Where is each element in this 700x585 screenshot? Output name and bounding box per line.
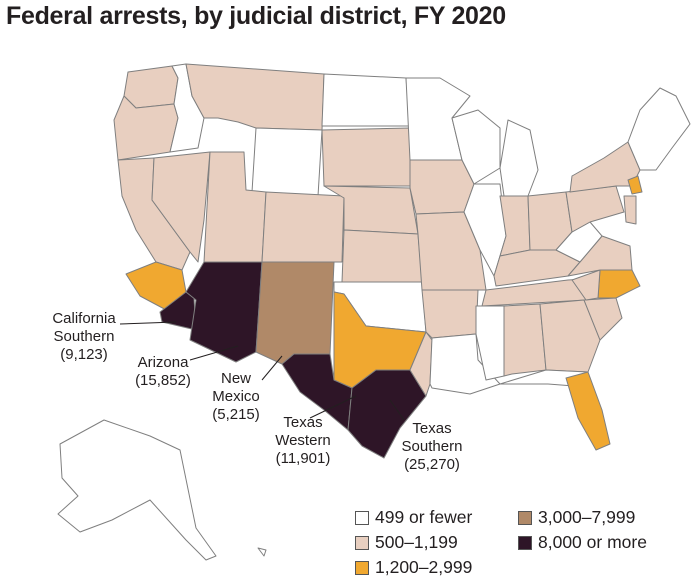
- callout-texas-western-value: (11,901): [275, 450, 331, 467]
- callout-new-mexico-value: (5,215): [212, 406, 260, 423]
- callout-california-southern-name: California Southern: [52, 310, 116, 345]
- region-arizona: [185, 261, 263, 363]
- region-washington: [123, 65, 179, 109]
- region-new-jersey: [623, 195, 637, 225]
- legend-label-0: 499 or fewer: [375, 507, 473, 527]
- region-north-dakota: [321, 73, 411, 127]
- leader-texas-southern: [389, 399, 405, 421]
- region-georgia: [539, 299, 601, 373]
- region-north-carolina-east: [597, 269, 641, 299]
- callout-arizona-value: (15,852): [135, 372, 191, 389]
- region-alaska: [57, 419, 217, 561]
- callout-arizona: Arizona (15,852): [128, 354, 198, 390]
- legend-swatch-4: [518, 535, 532, 550]
- callout-texas-western-name: Texas Western: [275, 414, 331, 449]
- legend-label-4: 8,000 or more: [538, 532, 647, 552]
- region-florida-peninsula: [565, 371, 611, 451]
- callout-new-mexico: New Mexico (5,215): [206, 370, 266, 424]
- region-new-york-south: [627, 175, 643, 195]
- region-west-virginia: [555, 221, 603, 263]
- region-colorado: [261, 191, 345, 263]
- region-new-england: [627, 87, 691, 171]
- region-kansas: [341, 229, 423, 283]
- legend-item-3: 3,000–7,999: [518, 507, 635, 528]
- legend-item-1: 500–1,199: [355, 532, 458, 553]
- callout-california-southern: California Southern (9,123): [48, 310, 120, 364]
- callout-texas-western: Texas Western (11,901): [266, 414, 340, 468]
- region-pennsylvania: [565, 185, 625, 233]
- legend-swatch-2: [355, 560, 369, 575]
- region-alabama: [503, 303, 547, 377]
- legend-label-2: 1,200–2,999: [375, 557, 473, 577]
- callout-arizona-name: Arizona: [137, 354, 189, 371]
- leader-texas-western: [309, 395, 357, 419]
- region-louisiana: [429, 333, 501, 395]
- region-michigan: [499, 119, 539, 197]
- region-mississippi: [475, 305, 505, 381]
- leader-california-southern: [119, 321, 177, 325]
- legend-label-3: 3,000–7,999: [538, 507, 636, 527]
- map-title: Federal arrests, by judicial district, F…: [6, 2, 506, 30]
- legend: 499 or fewer 500–1,199 1,200–2,999 3,000…: [355, 507, 675, 583]
- leader-arizona: [189, 345, 239, 361]
- region-new-mexico: [255, 261, 335, 365]
- region-texas-southern: [347, 369, 427, 459]
- callout-texas-southern: Texas Southern (25,270): [392, 420, 472, 474]
- legend-swatch-0: [355, 510, 369, 525]
- region-wyoming: [251, 127, 323, 197]
- callout-texas-southern-value: (25,270): [404, 456, 460, 473]
- legend-swatch-3: [518, 510, 532, 525]
- callout-california-southern-value: (9,123): [60, 346, 108, 363]
- legend-item-2: 1,200–2,999: [355, 557, 472, 578]
- region-indiana: [499, 195, 531, 257]
- region-montana: [185, 63, 325, 131]
- legend-swatch-1: [355, 535, 369, 550]
- region-south-carolina: [583, 297, 623, 341]
- callout-texas-southern-name: Texas Southern: [401, 420, 463, 455]
- region-arkansas: [421, 289, 479, 339]
- legend-item-4: 8,000 or more: [518, 532, 647, 553]
- callout-new-mexico-name: New Mexico: [212, 370, 260, 405]
- region-iowa: [409, 159, 475, 215]
- region-north-carolina-west: [571, 269, 601, 301]
- region-hawaii: [257, 547, 267, 557]
- leader-new-mexico: [261, 355, 283, 381]
- legend-label-1: 500–1,199: [375, 532, 458, 552]
- region-south-dakota: [321, 127, 411, 187]
- legend-item-0: 499 or fewer: [355, 507, 472, 528]
